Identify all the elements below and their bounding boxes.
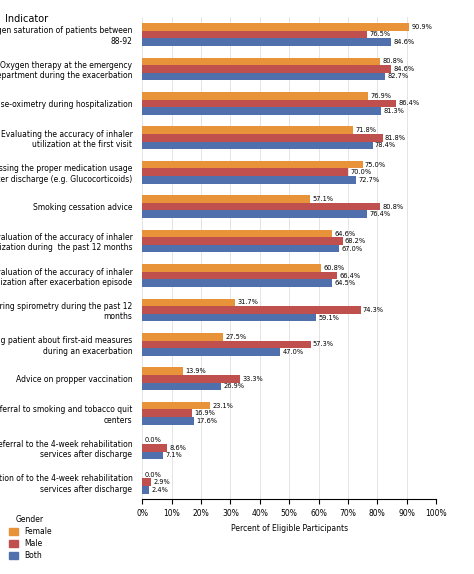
Bar: [142, 237, 343, 245]
Bar: [142, 383, 221, 390]
Text: 27.5%: 27.5%: [225, 334, 246, 340]
Bar: [142, 23, 410, 30]
Text: 60.8%: 60.8%: [323, 265, 344, 271]
Text: 76.4%: 76.4%: [369, 211, 390, 217]
Text: 80.8%: 80.8%: [382, 59, 403, 64]
Text: 80.8%: 80.8%: [382, 204, 403, 210]
Bar: [142, 417, 194, 425]
Text: 72.7%: 72.7%: [358, 177, 379, 183]
Bar: [142, 99, 396, 107]
Bar: [142, 367, 183, 375]
Bar: [142, 134, 383, 142]
Text: 23.1%: 23.1%: [212, 403, 233, 409]
Text: 7.1%: 7.1%: [165, 452, 182, 458]
Legend: Female, Male, Both: Female, Male, Both: [9, 515, 52, 560]
Bar: [142, 444, 167, 452]
Bar: [142, 298, 236, 306]
Text: 68.2%: 68.2%: [345, 238, 366, 244]
Text: 31.7%: 31.7%: [237, 300, 259, 305]
Bar: [142, 314, 316, 321]
Text: 78.4%: 78.4%: [375, 142, 396, 148]
Bar: [142, 57, 380, 65]
Text: 2.9%: 2.9%: [153, 479, 170, 485]
Text: 70.0%: 70.0%: [350, 169, 372, 175]
Text: 67.0%: 67.0%: [341, 246, 363, 251]
Text: 82.7%: 82.7%: [388, 73, 409, 79]
Text: 47.0%: 47.0%: [283, 349, 304, 355]
Bar: [142, 478, 151, 486]
Bar: [142, 38, 391, 46]
Bar: [142, 176, 356, 184]
Text: 71.8%: 71.8%: [356, 127, 376, 133]
Text: 84.6%: 84.6%: [393, 66, 414, 72]
Text: 16.9%: 16.9%: [194, 410, 215, 416]
Bar: [142, 486, 149, 494]
Text: 75.0%: 75.0%: [365, 162, 386, 168]
Text: 76.9%: 76.9%: [371, 93, 392, 99]
Text: 57.3%: 57.3%: [313, 342, 334, 347]
Bar: [142, 348, 280, 356]
Bar: [142, 168, 348, 176]
Bar: [142, 280, 332, 287]
Text: 0.0%: 0.0%: [145, 437, 162, 443]
Text: 81.3%: 81.3%: [383, 108, 404, 114]
Text: 84.6%: 84.6%: [393, 39, 414, 45]
Bar: [142, 452, 163, 459]
Bar: [142, 375, 240, 383]
Bar: [142, 402, 210, 409]
Text: 66.4%: 66.4%: [340, 273, 361, 278]
Bar: [142, 230, 332, 237]
Text: 86.4%: 86.4%: [399, 100, 419, 106]
Text: 76.5%: 76.5%: [369, 32, 391, 37]
Bar: [142, 264, 321, 272]
Bar: [142, 107, 381, 115]
Text: 81.8%: 81.8%: [385, 135, 406, 141]
Bar: [142, 65, 391, 73]
Text: 59.1%: 59.1%: [318, 315, 339, 320]
Bar: [142, 272, 337, 280]
Bar: [142, 30, 367, 38]
Bar: [142, 333, 223, 340]
Text: 17.6%: 17.6%: [196, 418, 217, 424]
Text: 64.6%: 64.6%: [334, 231, 356, 236]
Text: 0.0%: 0.0%: [145, 472, 162, 478]
Bar: [142, 195, 310, 203]
Bar: [142, 142, 373, 149]
Text: 64.5%: 64.5%: [334, 280, 355, 286]
Bar: [142, 409, 192, 417]
Text: 33.3%: 33.3%: [242, 376, 263, 382]
Text: Indicator: Indicator: [5, 14, 48, 24]
Bar: [142, 92, 368, 99]
Text: 74.3%: 74.3%: [363, 307, 384, 313]
X-axis label: Percent of Eligible Participants: Percent of Eligible Participants: [230, 523, 348, 533]
Bar: [142, 245, 339, 253]
Text: 2.4%: 2.4%: [152, 487, 168, 492]
Bar: [142, 126, 353, 134]
Bar: [142, 203, 380, 211]
Bar: [142, 340, 310, 348]
Text: 26.9%: 26.9%: [224, 383, 245, 389]
Text: 8.6%: 8.6%: [170, 445, 187, 451]
Bar: [142, 211, 367, 218]
Text: 90.9%: 90.9%: [412, 24, 433, 30]
Bar: [142, 161, 363, 168]
Text: 57.1%: 57.1%: [312, 196, 333, 202]
Bar: [142, 73, 385, 80]
Text: 13.9%: 13.9%: [185, 369, 206, 374]
Bar: [142, 306, 361, 314]
